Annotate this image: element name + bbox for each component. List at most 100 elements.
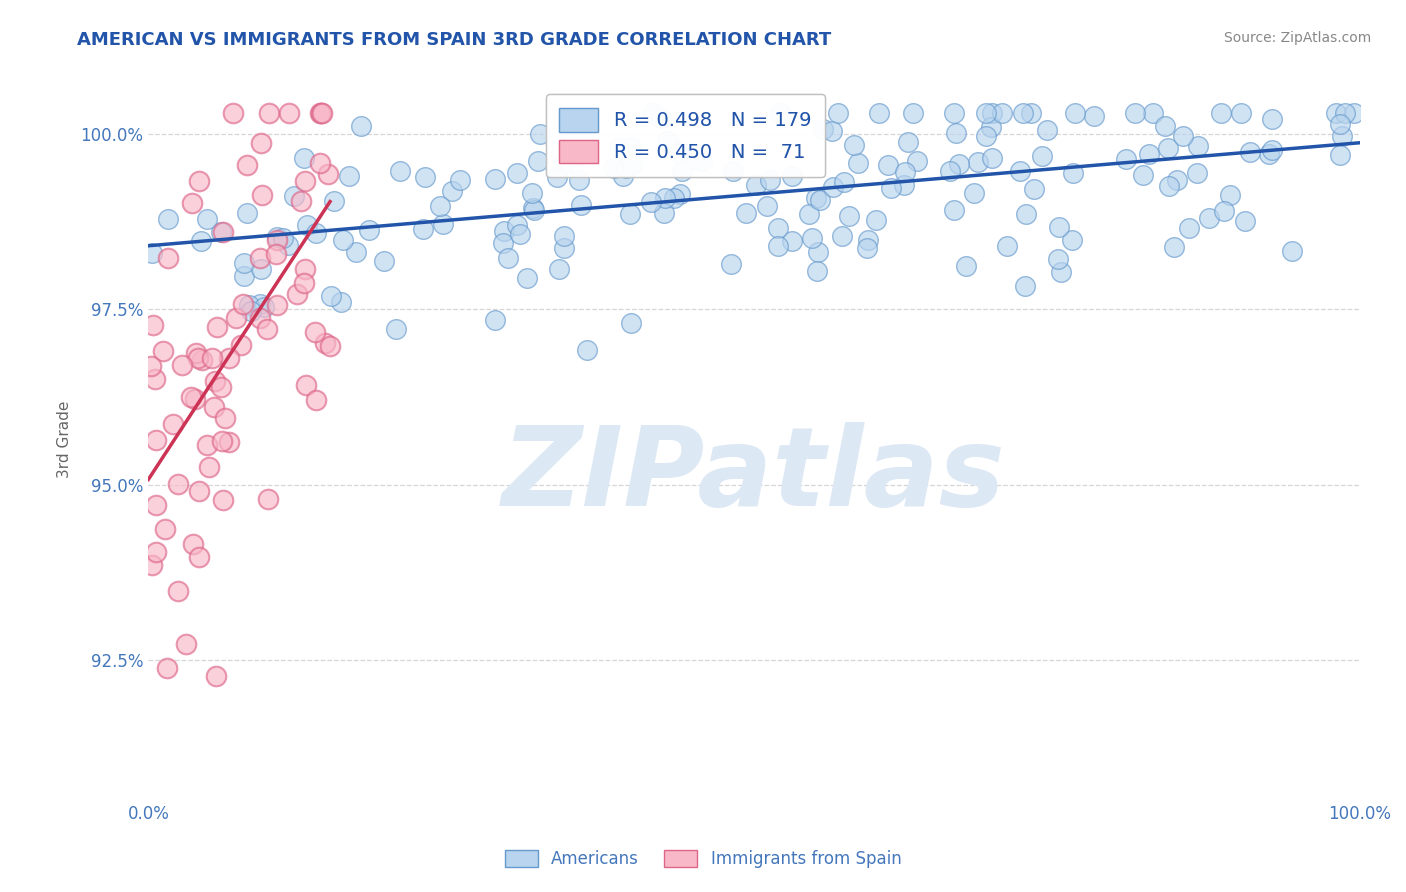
Point [671,164,693,178]
Point [204,374,226,388]
Point [662,191,685,205]
Point [877,158,900,172]
Point [546,169,568,184]
Point [240,303,263,318]
Point [191,353,214,368]
Point [304,325,326,339]
Point [1142,105,1164,120]
Point [1036,122,1059,136]
Point [858,233,880,247]
Point [509,227,531,242]
Point [321,288,343,302]
Point [1261,112,1284,126]
Point [1261,144,1284,158]
Point [294,276,316,290]
Point [1137,147,1160,161]
Point [225,310,247,325]
Point [186,346,208,360]
Point [1157,141,1180,155]
Point [948,157,970,171]
Point [1229,105,1251,120]
Point [266,230,288,244]
Point [311,105,333,120]
Point [266,233,288,247]
Point [745,178,768,192]
Point [1233,214,1256,228]
Point [350,120,373,134]
Point [668,145,690,159]
Point [683,152,706,166]
Point [529,127,551,141]
Point [266,246,288,260]
Point [654,191,676,205]
Point [290,194,312,208]
Point [1173,128,1195,143]
Point [569,198,592,212]
Point [723,164,745,178]
Point [1132,168,1154,182]
Point [271,231,294,245]
Point [879,181,901,195]
Point [157,252,180,266]
Point [620,140,643,154]
Point [980,105,1002,120]
Point [181,537,204,551]
Point [432,217,454,231]
Point [1014,279,1036,293]
Point [316,167,339,181]
Point [329,295,352,310]
Point [838,209,860,223]
Point [494,224,516,238]
Point [143,372,166,386]
Point [1343,105,1365,120]
Point [1239,145,1261,159]
Point [308,155,330,169]
Point [823,180,845,194]
Point [1022,182,1045,196]
Point [209,380,232,394]
Point [966,154,988,169]
Point [567,149,589,163]
Point [553,241,575,255]
Point [295,218,318,232]
Point [620,316,643,330]
Point [332,233,354,247]
Point [650,111,672,125]
Point [516,270,538,285]
Point [640,194,662,209]
Point [1209,105,1232,120]
Point [292,152,315,166]
Point [277,238,299,252]
Point [855,241,877,255]
Point [846,156,869,170]
Point [212,493,235,508]
Point [1123,105,1146,120]
Point [385,321,408,335]
Point [808,193,831,207]
Point [266,298,288,312]
Point [1166,173,1188,187]
Point [337,169,360,183]
Point [1021,105,1043,120]
Point [553,157,575,171]
Point [897,135,920,149]
Point [868,106,890,120]
Point [211,225,233,239]
Point [755,199,778,213]
Point [527,153,550,168]
Point [1062,166,1084,180]
Point [609,141,631,155]
Point [1163,240,1185,254]
Point [893,178,915,192]
Point [720,257,742,271]
Point [692,154,714,169]
Point [1324,105,1347,120]
Point [735,206,758,220]
Point [319,339,342,353]
Point [1334,105,1357,120]
Point [657,134,679,148]
Point [184,392,207,406]
Point [942,203,965,218]
Point [496,252,519,266]
Point [305,226,328,240]
